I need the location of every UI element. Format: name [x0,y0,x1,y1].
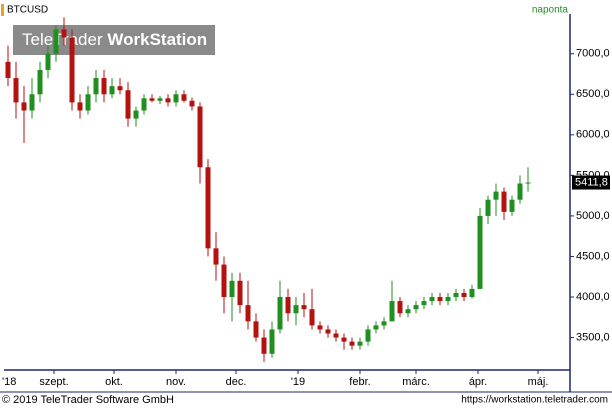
candle-body [93,78,99,95]
candle-body [205,167,211,249]
watermark-product: WorkStation [107,30,207,49]
candle-body [277,297,283,330]
candle-body [189,100,195,107]
candle-body [21,102,27,111]
candle-body [53,29,59,54]
candle-body [45,53,51,70]
x-tick-label: máj. [528,376,549,388]
candle-body [365,329,371,342]
candle-body [509,199,515,212]
x-tick-label: dec. [226,376,247,388]
candle-body [333,333,339,338]
candle-body [381,321,387,326]
candle-body [373,325,379,330]
x-tick-label: szept. [39,376,68,388]
x-tick-label: '19 [291,376,305,388]
candle-body [117,86,123,91]
candle-body [309,309,315,326]
watermark-box [13,25,215,55]
candle-body [429,297,435,302]
y-tick-label: 4500,0 [576,250,610,262]
x-tick-label: ápr. [469,376,487,388]
y-tick-label: 5000,0 [576,210,610,222]
candle-body [109,86,115,95]
candle-body [69,37,75,103]
candle-body [149,98,155,101]
candle-body [85,94,91,111]
x-tick-label: okt. [105,376,123,388]
candle-body [341,337,347,342]
watermark-brand: TeleTrader [22,30,103,49]
y-tick-label: 7000,0 [576,48,610,60]
candle-body [213,248,219,265]
candle-body [317,325,323,330]
y-tick-label: 6500,0 [576,88,610,100]
candle-body [413,305,419,310]
candle-body [389,301,395,322]
chart-title: BTCUSD [7,5,48,16]
candle-body [477,215,483,289]
y-tick-label: 6000,0 [576,129,610,141]
candle-body [325,329,331,334]
x-tick-label: márc. [402,376,430,388]
candle-body [357,341,363,346]
candle-body [77,102,83,111]
footer-left: © 2019 TeleTrader Software GmbH [2,394,174,406]
candle-body [229,280,235,298]
x-tick-label: nov. [166,376,186,388]
candle-body [141,98,147,111]
candle-body [293,305,299,314]
footer-right: https://workstation.teletrader.com [461,395,608,406]
candle-body [285,297,291,314]
candle-body [525,182,531,184]
candle-body [397,301,403,314]
candles [5,17,531,362]
candle-body [61,29,67,38]
candle-body [445,297,451,302]
candle-body [501,191,507,212]
candle-body [349,341,355,346]
last-price-label: 5411,8 [575,176,608,188]
candle-body [253,321,259,338]
candle-body [13,78,19,103]
candle-body [133,110,139,119]
x-tick-label: '18 [2,376,16,388]
symbol-marker [1,4,4,16]
candle-body [37,69,43,95]
candle-body [421,301,427,306]
candle-body [405,309,411,314]
x-tick-label: febr. [349,376,370,388]
candle-body [269,329,275,354]
candle-body [261,337,267,354]
candle-body [181,94,187,101]
candle-body [29,94,35,111]
candle-body [221,264,227,298]
candle-body [461,292,467,298]
y-tick-label: 3500,0 [576,331,610,343]
candle-body [197,106,203,168]
candle-body [125,90,131,119]
candle-body [237,280,243,306]
candle-body [5,61,11,79]
candle-body [485,199,491,216]
candle-body [101,78,107,95]
candle-body [453,292,459,298]
candle-body [301,305,307,310]
candle-body [517,183,523,200]
candle-body [245,305,251,322]
last-price-box [572,175,610,190]
candle-body [437,297,443,302]
candle-body [157,98,163,101]
candle-body [173,94,179,103]
candle-body [493,191,499,200]
candle-body [469,288,475,298]
watermark: TeleTrader WorkStation [22,30,207,49]
candle-body [165,98,171,103]
y-tick-label: 4000,0 [576,291,610,303]
chart-subtitle: naponta [532,5,569,16]
